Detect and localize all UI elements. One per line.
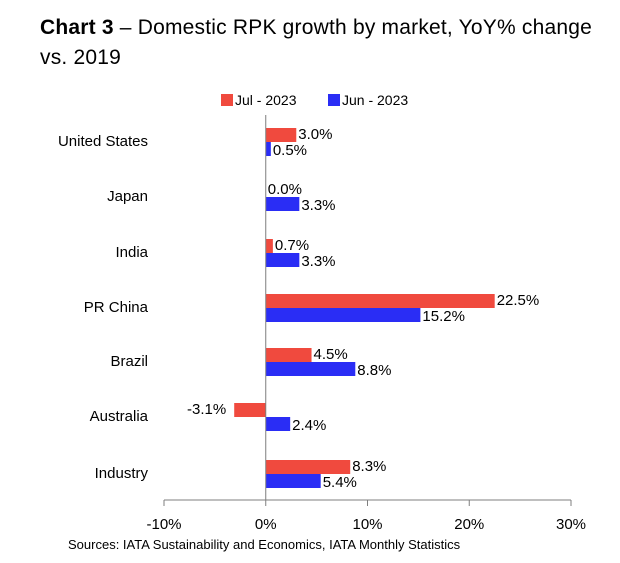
chart-title-bold: Chart 3 [40,16,114,39]
data-label: -3.1% [187,401,226,418]
legend-label-jun: Jun - 2023 [342,92,409,108]
data-label: 8.8% [357,362,391,379]
data-label: 5.4% [323,474,357,491]
x-tick-label: 0% [255,516,277,533]
data-label: 0.5% [273,142,307,159]
category-label: Japan [107,188,148,205]
x-tick-label: -10% [146,516,181,533]
data-label: 0.0% [268,181,302,198]
data-label: 15.2% [422,308,465,325]
bar-jun-industry [265,474,321,488]
legend-swatch-jul [221,94,233,106]
bar-jun-australia [265,417,291,431]
bar-jul-united-states [265,128,297,142]
data-label: 2.4% [292,417,326,434]
data-label: 22.5% [497,292,540,309]
bar-jun-pr-china [265,308,421,322]
category-label: Australia [90,408,149,425]
legend-item-jul: Jul - 2023 [221,90,296,110]
bar-jul-india [265,239,273,253]
data-label: 4.5% [314,346,348,363]
legend-label-jul: Jul - 2023 [235,92,297,108]
x-tick-label: 30% [556,516,586,533]
category-label: PR China [84,299,149,316]
data-label: 3.0% [298,126,332,143]
category-label: Brazil [110,353,148,370]
category-label: United States [58,133,148,150]
bar-jun-united-states [265,142,271,156]
bar-jul-australia [234,403,266,417]
category-label: India [115,244,148,261]
bar-jun-japan [265,197,300,211]
legend: Jul - 2023 Jun - 2023 [0,90,620,110]
x-tick-label: 20% [454,516,484,533]
bar-jul-pr-china [265,294,495,308]
bar-jul-industry [265,460,351,474]
data-label: 0.7% [275,237,309,254]
data-label: 3.3% [301,253,335,270]
bar-jul-brazil [265,348,312,362]
chart-title-rest: – Domestic RPK growth by market, YoY% ch… [40,16,592,69]
data-label: 8.3% [352,458,386,475]
chart-title: Chart 3 – Domestic RPK growth by market,… [40,13,610,73]
data-label: 3.3% [301,197,335,214]
category-label: Industry [95,465,149,482]
x-tick-label: 10% [352,516,382,533]
source-note: Sources: IATA Sustainability and Economi… [68,537,461,552]
legend-item-jun: Jun - 2023 [328,90,408,110]
bar-jun-brazil [265,362,356,376]
legend-swatch-jun [328,94,340,106]
bar-jun-india [265,253,300,267]
